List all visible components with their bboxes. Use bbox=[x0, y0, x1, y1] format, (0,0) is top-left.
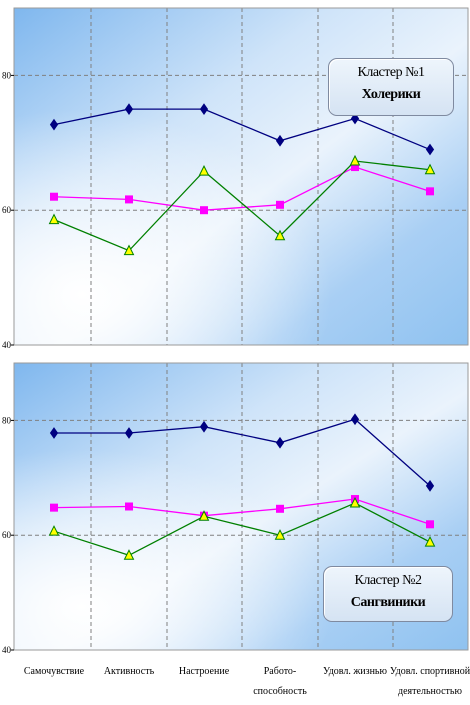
data-point-diamond bbox=[275, 134, 285, 147]
x-tick-label: Удовл. спортивной bbox=[390, 666, 470, 677]
x-tick-label: Активность bbox=[104, 666, 155, 677]
x-tick-label: Настроение bbox=[179, 666, 230, 677]
x-axis-labels: Самочувствие Активность Настроение Работо-с… bbox=[24, 666, 470, 697]
data-point-triangle bbox=[48, 525, 60, 536]
y-tick-label: 60 bbox=[2, 530, 12, 540]
data-point-diamond bbox=[124, 427, 134, 439]
legend-subtitle: Сангвиники bbox=[350, 595, 426, 610]
data-point-triangle bbox=[123, 549, 135, 560]
chart-panel-cluster-2: 40 60 80 bbox=[2, 362, 469, 655]
legend-title: Кластер №2 bbox=[354, 573, 422, 588]
data-point-diamond bbox=[199, 420, 209, 433]
data-point-triangle bbox=[424, 535, 436, 547]
data-point-diamond bbox=[49, 118, 59, 131]
data-point-diamond bbox=[124, 103, 134, 115]
y-tick-label: 40 bbox=[2, 340, 12, 350]
data-point-diamond bbox=[275, 436, 285, 449]
data-point-diamond bbox=[199, 103, 209, 115]
data-point-diamond bbox=[49, 427, 59, 439]
x-tick-label: Самочувствие bbox=[24, 666, 85, 677]
legend-title: Кластер №1 bbox=[357, 65, 425, 80]
series-line-square bbox=[53, 498, 431, 525]
data-point-triangle bbox=[274, 229, 286, 241]
y-tick-label: 80 bbox=[2, 415, 12, 425]
data-point-triangle bbox=[198, 164, 210, 176]
series-line-diamond bbox=[53, 108, 431, 151]
data-point-square bbox=[276, 200, 284, 209]
plot-border bbox=[13, 7, 469, 346]
data-point-triangle bbox=[198, 510, 210, 521]
data-point-triangle bbox=[349, 496, 361, 508]
data-point-triangle bbox=[349, 154, 361, 166]
data-point-diamond bbox=[425, 479, 435, 492]
legend-subtitle: Холерики bbox=[361, 87, 421, 102]
data-point-square bbox=[50, 503, 58, 512]
data-point-square bbox=[125, 195, 133, 204]
series-line-triangle bbox=[53, 502, 431, 556]
data-point-square bbox=[50, 192, 58, 201]
data-point-square bbox=[200, 206, 208, 215]
data-point-triangle bbox=[48, 213, 60, 225]
data-point-square bbox=[426, 520, 434, 529]
y-tick-label: 80 bbox=[2, 70, 12, 80]
data-point-diamond bbox=[425, 143, 435, 156]
x-tick-label: Работо- bbox=[264, 666, 297, 677]
plot-border bbox=[13, 362, 469, 651]
x-tick-label-line2: деятельностью bbox=[398, 686, 462, 697]
legend-box-cluster-1: Кластер №1 Холерики bbox=[328, 58, 454, 116]
legend-box-cluster-2: Кластер №2 Сангвиники bbox=[323, 566, 453, 622]
series-line-triangle bbox=[53, 160, 431, 252]
series-line-diamond bbox=[54, 418, 431, 487]
x-tick-label: Удовл. жизнью bbox=[323, 666, 387, 677]
data-point-square bbox=[276, 504, 284, 513]
data-point-square bbox=[426, 187, 434, 196]
data-point-triangle bbox=[274, 529, 286, 540]
x-tick-label-line2: способность bbox=[253, 686, 307, 697]
data-point-square bbox=[125, 502, 133, 511]
data-point-diamond bbox=[350, 112, 360, 125]
data-point-triangle bbox=[123, 244, 135, 256]
y-tick-label: 40 bbox=[2, 645, 12, 655]
data-point-triangle bbox=[424, 163, 436, 175]
series-line-square bbox=[53, 166, 431, 211]
data-point-diamond bbox=[350, 413, 360, 426]
y-tick-label: 60 bbox=[2, 205, 12, 215]
